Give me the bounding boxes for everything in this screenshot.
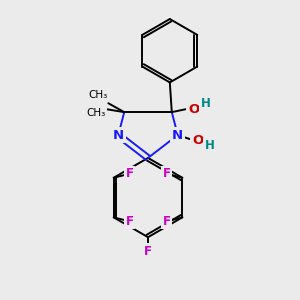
Text: N: N [113, 128, 124, 142]
Text: N: N [172, 128, 183, 142]
Text: F: F [126, 167, 134, 180]
Text: F: F [163, 215, 170, 228]
Text: CH₃: CH₃ [87, 108, 106, 118]
Text: H: H [200, 97, 210, 110]
Text: O: O [188, 103, 199, 116]
Text: H: H [205, 140, 214, 152]
Text: CH₃: CH₃ [89, 90, 108, 100]
Text: F: F [163, 167, 170, 180]
Text: O: O [192, 134, 203, 148]
Text: F: F [126, 215, 134, 228]
Text: F: F [144, 244, 152, 258]
